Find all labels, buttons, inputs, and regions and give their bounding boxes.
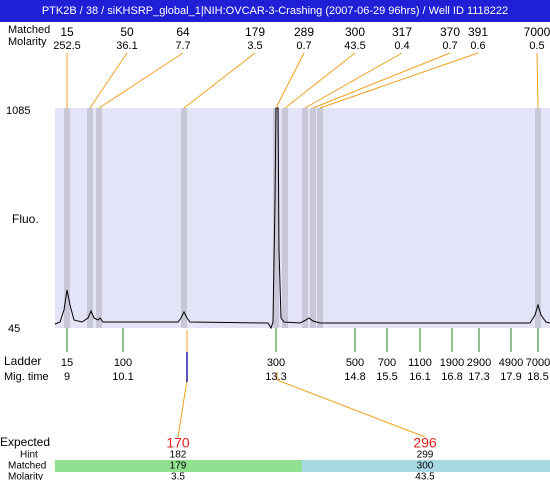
title: PTK2B / 38 / siKHSRP_global_1|NIH:OVCAR-… <box>42 5 508 17</box>
peak-size: 64 <box>176 25 190 39</box>
peak-size: 300 <box>345 25 365 39</box>
peak-size: 317 <box>392 25 412 39</box>
peak-band <box>317 108 323 328</box>
peak-band <box>535 108 541 328</box>
ladder-size: 300 <box>267 357 285 369</box>
matched-label: Matched <box>8 461 46 472</box>
peak-connector <box>284 52 356 109</box>
peak-size: 370 <box>440 25 460 39</box>
peak-connector <box>89 52 128 109</box>
ladder-time: 9 <box>64 371 70 383</box>
ladder-size: 500 <box>346 357 364 369</box>
size-row-label: Matched <box>8 24 50 36</box>
ladder-size: 7000 <box>526 357 550 369</box>
ladder-size: 700 <box>378 357 396 369</box>
molarity-label: Molarity <box>8 472 43 480</box>
ladder-time: 16.1 <box>409 371 430 383</box>
peak-molarity: 7.7 <box>175 40 190 52</box>
ladder-size: 15 <box>61 357 73 369</box>
ladder-time: 15.5 <box>376 371 397 383</box>
peak-size: 50 <box>120 25 134 39</box>
ladder-time: 18.5 <box>527 371 548 383</box>
ladder-size: 100 <box>114 357 132 369</box>
trace <box>54 107 550 330</box>
mig-time-label: Mig. time <box>4 371 49 383</box>
ladder-time: 17.9 <box>500 371 521 383</box>
peak-band <box>310 108 316 328</box>
peak-molarity: 0.4 <box>394 40 409 52</box>
peak-size: 289 <box>294 25 314 39</box>
ladder-size: 1100 <box>408 357 432 369</box>
peak-band <box>302 108 308 328</box>
ladder-time: 10.1 <box>112 371 133 383</box>
peak-connector <box>275 52 305 109</box>
peak-molarity: 252.5 <box>53 40 81 52</box>
expected-label: Expected <box>0 435 50 449</box>
peak-molarity: 36.1 <box>116 40 137 52</box>
peak-band <box>282 108 288 328</box>
peak-molarity: 0.7 <box>442 40 457 52</box>
matched-size: 300 <box>417 461 434 472</box>
ladder-time: 17.3 <box>468 371 489 383</box>
peak-size: 391 <box>468 25 488 39</box>
peak-connector <box>304 52 403 109</box>
y-min-label: 45 <box>8 323 20 335</box>
molarity-row-label: Molarity <box>8 36 47 48</box>
expected-molarity: 43.5 <box>415 472 435 480</box>
peak-size: 179 <box>245 25 265 39</box>
peak-size: 15 <box>60 25 74 39</box>
y-max-label: 1085 <box>6 105 30 117</box>
peak-molarity: 3.5 <box>247 40 262 52</box>
peak-size: 7000 <box>524 25 550 39</box>
expected-size: 170 <box>166 435 190 451</box>
hint-size: 299 <box>417 450 434 461</box>
matched-size: 179 <box>170 461 187 472</box>
peak-molarity: 0.5 <box>529 40 544 52</box>
peak-connector <box>98 52 184 109</box>
ladder-label: Ladder <box>4 354 41 368</box>
title-bar <box>0 0 550 22</box>
peak-connector <box>183 52 256 109</box>
ladder-size: 1900 <box>440 357 464 369</box>
expected-size: 296 <box>413 435 437 451</box>
peak-connector <box>536 52 539 109</box>
ladder-size: 4900 <box>499 357 523 369</box>
expected-molarity: 3.5 <box>171 472 185 480</box>
expected-connector <box>177 330 426 438</box>
peak-molarity: 0.7 <box>296 40 311 52</box>
hint-label: Hint <box>20 450 38 461</box>
matched-bg-2 <box>302 460 550 472</box>
y-axis-label: Fluo. <box>12 212 39 226</box>
ladder-time: 14.8 <box>344 371 365 383</box>
peak-band <box>273 108 279 328</box>
hint-size: 182 <box>170 450 187 461</box>
ladder-time: 13.3 <box>265 371 286 383</box>
peak-connector <box>319 52 479 109</box>
peak-molarity: 43.5 <box>344 40 365 52</box>
peak-band <box>181 108 187 328</box>
peak-molarity: 0.6 <box>470 40 485 52</box>
peak-band <box>64 108 70 328</box>
ladder-size: 2900 <box>467 357 491 369</box>
ladder-time: 16.8 <box>441 371 462 383</box>
peak-connector <box>312 52 451 109</box>
matched-bg-1 <box>55 460 302 472</box>
peak-band <box>87 108 93 328</box>
peak-band <box>96 108 102 328</box>
